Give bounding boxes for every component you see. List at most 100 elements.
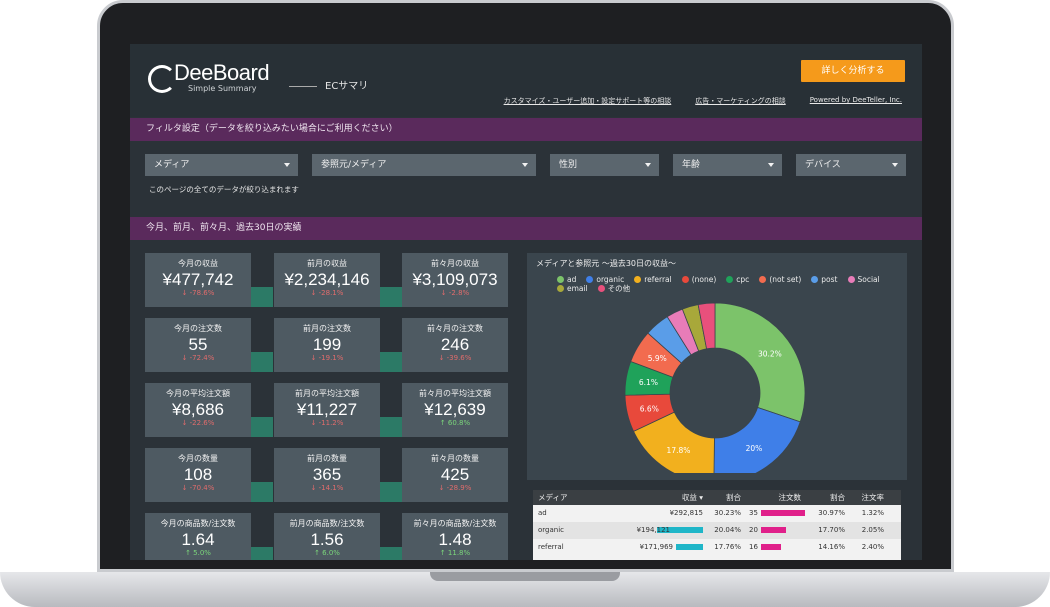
legend-dot-icon <box>681 276 689 283</box>
kpi-card: 前月の平均注文額 ¥11,227 ↓ -11.2% <box>274 383 380 437</box>
filter-gender[interactable]: 性別 <box>550 154 659 176</box>
legend-item[interactable]: cpc <box>726 275 749 284</box>
col-order-rate[interactable]: 注文率 <box>861 493 885 502</box>
kpi-value: 246 <box>440 335 470 354</box>
kpi-change: ↓ -28.9% <box>438 484 472 492</box>
kpi-change: ↓ -14.1% <box>310 484 344 492</box>
legend-item[interactable]: その他 <box>597 284 630 293</box>
legend-label: referral <box>644 275 672 284</box>
cell-media-text: referral <box>538 543 564 551</box>
filter-age[interactable]: 年齢 <box>673 154 782 176</box>
filter-source-media[interactable]: 参照元/メディア <box>312 154 536 176</box>
donut-slice[interactable] <box>714 302 806 423</box>
kpi-value: ¥3,109,073 <box>412 270 498 289</box>
legend-item[interactable]: referral <box>634 275 672 284</box>
analyze-more-button[interactable]: 詳しく分析する <box>801 60 905 82</box>
kpi-connector <box>380 287 402 307</box>
donut-slice[interactable] <box>713 406 801 473</box>
kpi-connector <box>251 352 273 372</box>
kpi-connector <box>380 547 402 560</box>
kpi-card: 今月の数量 108 ↓ -70.4% <box>145 448 251 502</box>
legend-item[interactable]: post <box>811 275 838 284</box>
legend-item[interactable]: (not set) <box>759 275 801 284</box>
slice-label: 6.6% <box>640 405 659 414</box>
legend-label: (not set) <box>769 275 802 284</box>
kpi-value: ¥2,234,146 <box>284 270 370 289</box>
cell-media-text: organic <box>538 526 565 534</box>
orders-bar <box>760 527 786 533</box>
legend-dot-icon <box>847 276 855 283</box>
table-body: ad ¥292,815 30.23% 35 30.97% 1.32% organic ¥194… <box>533 505 901 556</box>
kpi-row: 今月の数量 108 ↓ -70.4% 前月の数量 365 ↓ -14.1% 前々月の数量 42… <box>145 448 509 502</box>
cell-revenue-share-text: 20.04% <box>714 526 741 534</box>
donut-chart: 30.2% 20% 17.8% 6.6% 6.1% 5.9% <box>624 302 806 473</box>
filter-bar: メディア 参照元/メディア 性別 年齢 デバイス <box>145 154 906 176</box>
chevron-down-icon <box>522 163 528 167</box>
kpi-card: 前々月の注文数 246 ↓ -39.6% <box>402 318 508 372</box>
kpi-label: 前々月の注文数 <box>427 324 483 333</box>
legend-item[interactable]: (none) <box>681 275 717 284</box>
cell-order-rate-text: 2.40% <box>861 543 884 551</box>
marketing-link[interactable]: 広告・マーケティングの相談 <box>695 97 786 105</box>
cell-order-rate: 1.32% <box>849 505 889 522</box>
filter-section-header: フィルタ設定（データを絞り込みたい場合にご利用ください） <box>130 118 922 141</box>
col-media[interactable]: メディア <box>538 493 568 502</box>
cell-orders-text: 16 <box>749 543 758 551</box>
kpi-label: 前々月の平均注文額 <box>419 389 491 398</box>
cell-revenue-text: ¥171,969 <box>639 543 673 551</box>
kpi-change: ↓ -39.6% <box>438 354 472 362</box>
performance-section-header: 今月、前月、前々月、過去30日の実績 <box>130 217 922 240</box>
legend-label: (none) <box>691 275 717 284</box>
kpi-change: ↓ -19.1% <box>310 354 344 362</box>
kpi-label: 前月の数量 <box>307 454 347 463</box>
kpi-value: ¥477,742 <box>162 270 234 289</box>
col-revenue-share[interactable]: 割合 <box>726 493 741 502</box>
powered-by-link[interactable]: Powered by DeeTeller, Inc. <box>809 96 902 104</box>
cell-order-share: 17.70% <box>807 522 849 539</box>
legend-label: ad <box>567 275 577 284</box>
filter-label: 参照元/メディア <box>321 160 387 170</box>
kpi-label: 前々月の数量 <box>431 454 479 463</box>
cell-orders: 20 <box>745 522 807 539</box>
filter-label: メディア <box>154 160 190 170</box>
logo[interactable]: DeeBoard <box>146 62 270 93</box>
kpi-label: 今月の注文数 <box>174 324 222 333</box>
cell-order-rate: 2.40% <box>849 539 889 556</box>
cell-order-rate-text: 1.32% <box>861 509 884 517</box>
legend-dot-icon <box>597 285 605 292</box>
filter-label: 年齢 <box>682 160 701 170</box>
legend-dot-icon <box>811 276 819 283</box>
table-row[interactable]: referral ¥171,969 17.76% 16 14.16% 2.40% <box>533 539 901 556</box>
kpi-card: 今月の平均注文額 ¥8,686 ↓ -22.6% <box>145 383 251 437</box>
legend-label: email <box>567 284 588 293</box>
kpi-row: 今月の収益 ¥477,742 ↓ -78.6% 前月の収益 ¥2,234,146 ↓ -2… <box>145 253 509 307</box>
legend-item[interactable]: Social <box>847 275 880 284</box>
support-link[interactable]: カスタマイズ・ユーザー追加・設定サポート等の相談 <box>503 97 672 105</box>
kpi-value: ¥11,227 <box>296 400 358 419</box>
donut-slice[interactable] <box>697 302 716 350</box>
kpi-connector <box>251 547 273 560</box>
logo-mark-icon <box>146 62 176 93</box>
legend-item[interactable]: organic <box>586 275 624 284</box>
kpi-card: 前々月の平均注文額 ¥12,639 ↑ 60.8% <box>402 383 508 437</box>
kpi-change: ↓ -28.1% <box>310 289 344 297</box>
table-row[interactable]: organic ¥194,121 20.04% 20 17.70% 2.05% <box>533 522 901 539</box>
kpi-label: 今月の数量 <box>178 454 218 463</box>
kpi-value: 108 <box>183 465 213 484</box>
cell-revenue-text: ¥292,815 <box>669 509 703 517</box>
kpi-value: 365 <box>312 465 342 484</box>
table-row[interactable]: ad ¥292,815 30.23% 35 30.97% 1.32% <box>533 505 901 533</box>
legend-item[interactable]: ad <box>557 275 576 284</box>
kpi-change: ↑ 5.0% <box>185 549 211 557</box>
slice-label: 6.1% <box>639 378 658 387</box>
legend-item[interactable]: email <box>557 284 588 293</box>
cell-media: referral <box>533 539 621 556</box>
filter-device[interactable]: デバイス <box>796 154 906 176</box>
cell-order-rate: 2.05% <box>849 522 889 539</box>
col-order-share[interactable]: 割合 <box>830 493 845 502</box>
filter-note: このページの全てのデータが絞り込まれます <box>149 185 299 194</box>
col-orders[interactable]: 注文数 <box>778 493 802 502</box>
kpi-row: 今月の注文数 55 ↓ -72.4% 前月の注文数 199 ↓ -19.1% 前々月の注文数… <box>145 318 509 372</box>
filter-media[interactable]: メディア <box>145 154 298 176</box>
col-revenue[interactable]: 収益 ▾ <box>681 493 703 502</box>
